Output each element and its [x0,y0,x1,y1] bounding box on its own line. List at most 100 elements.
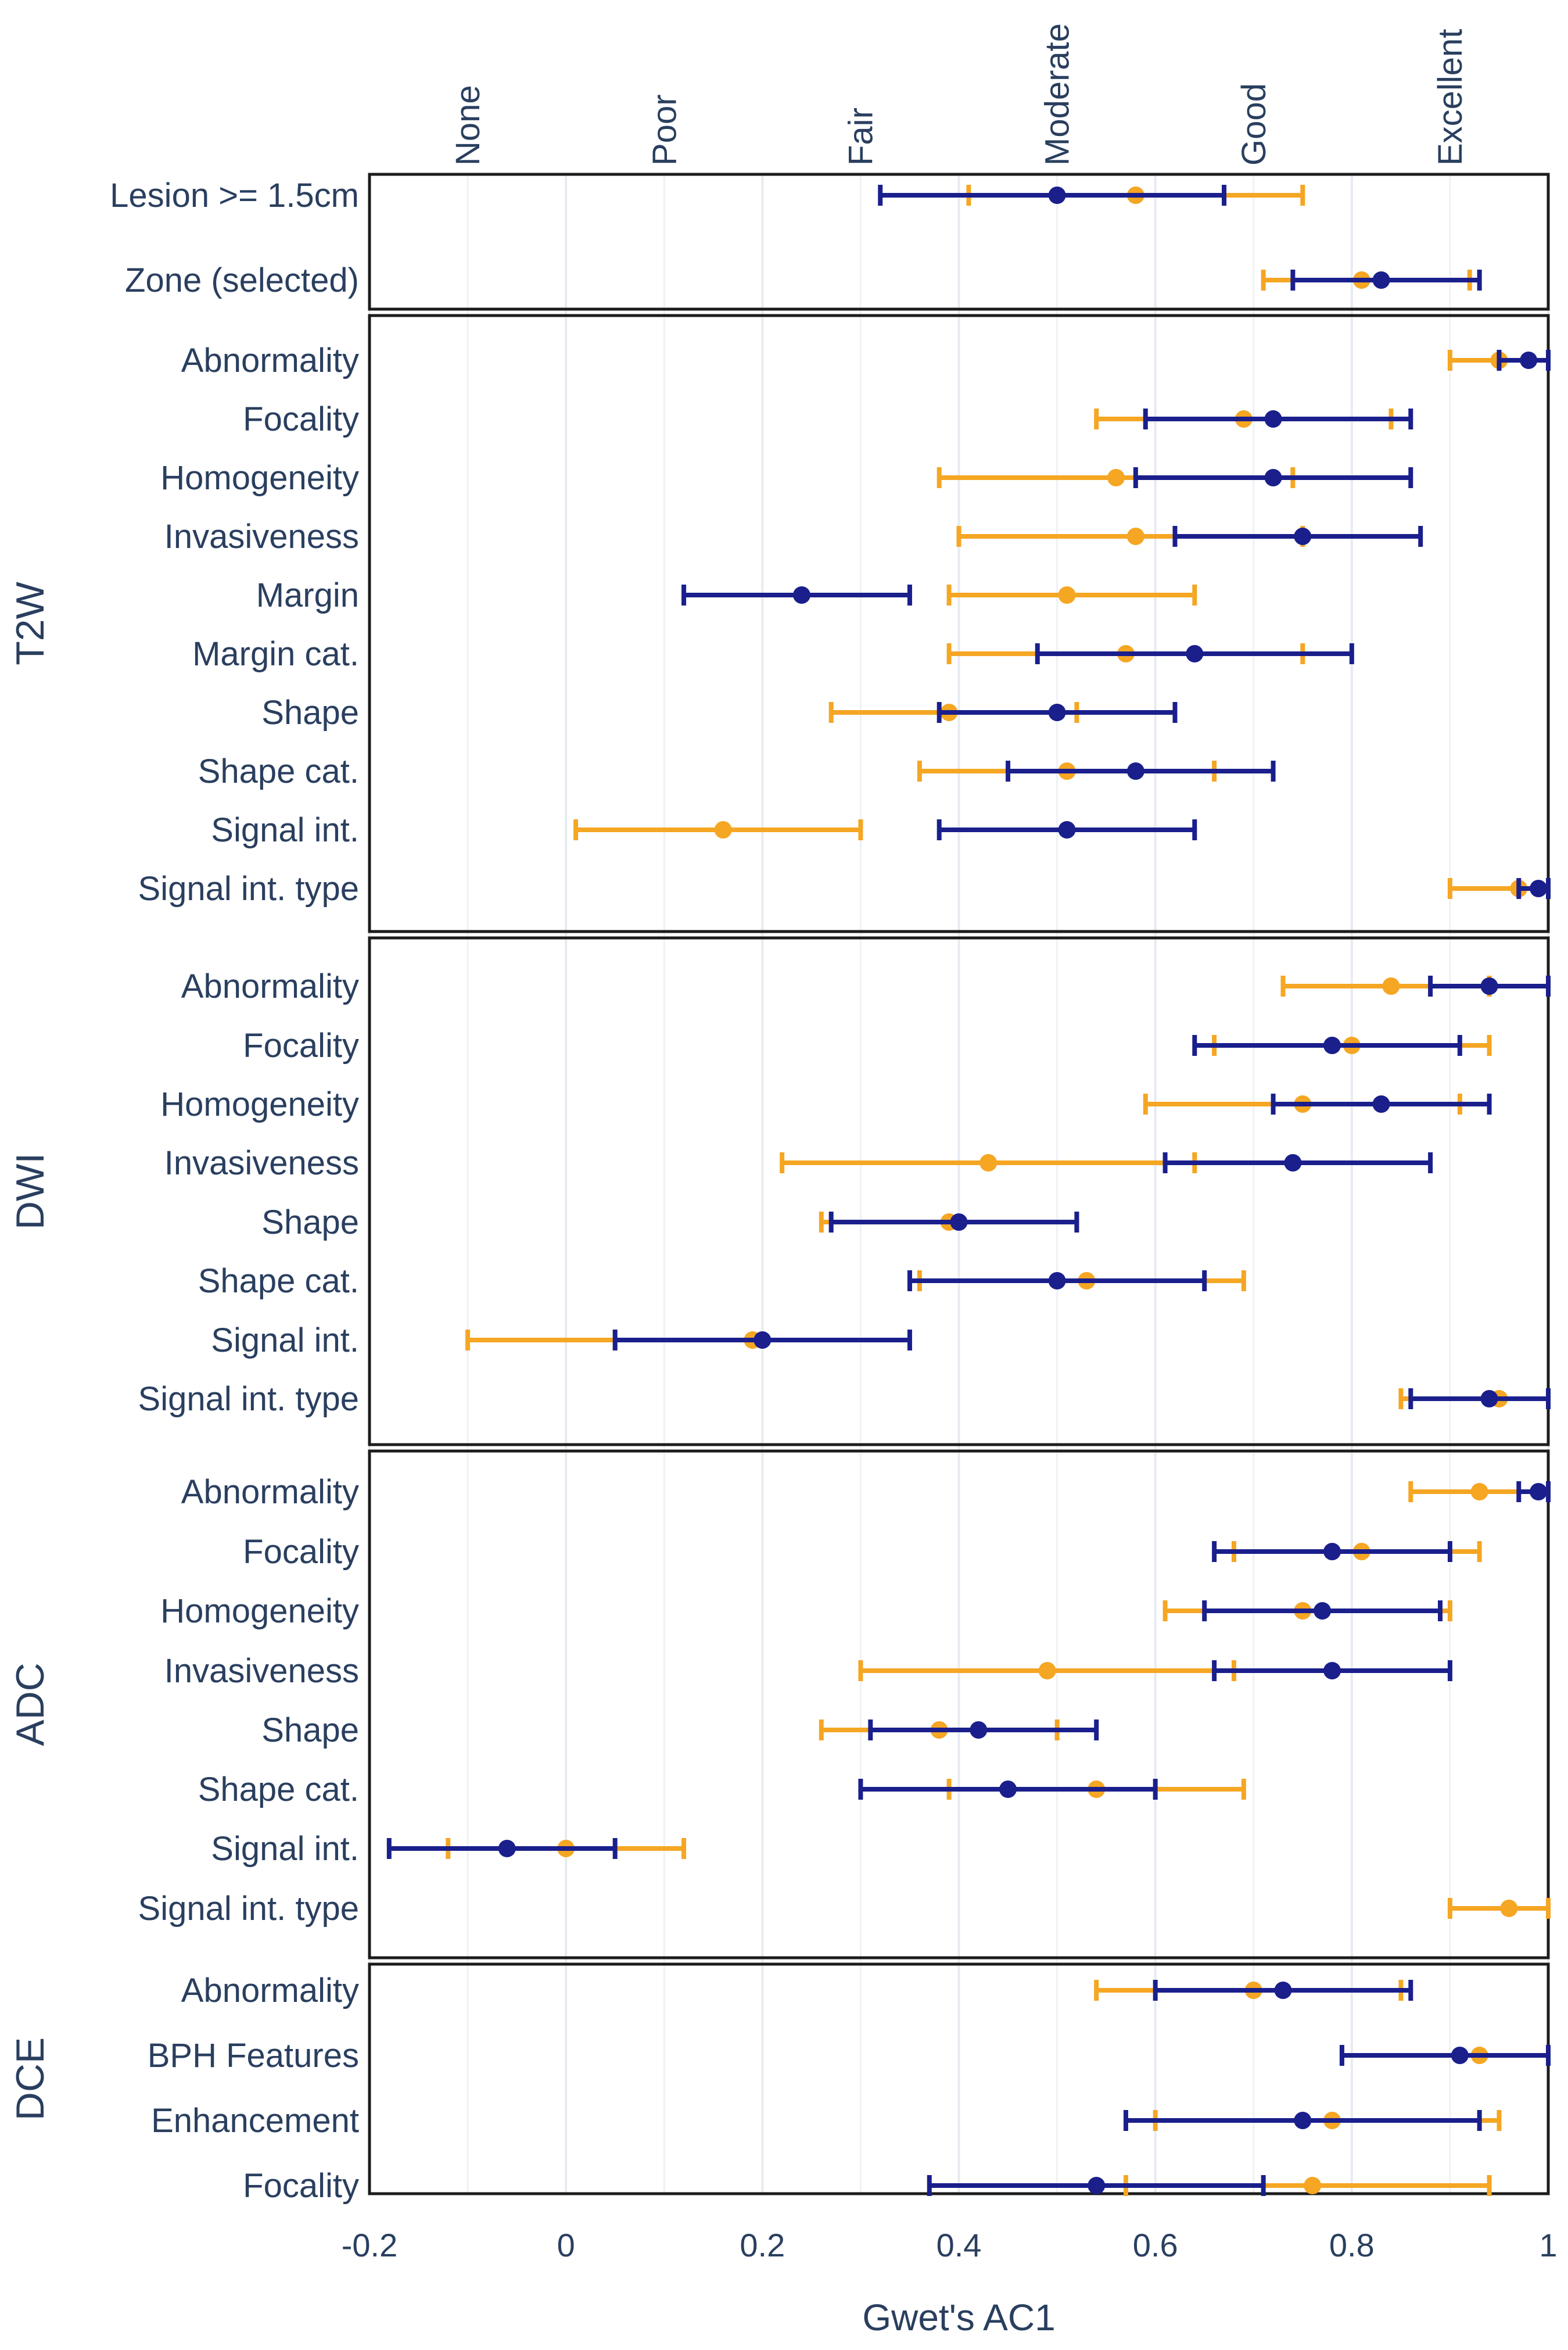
navy-marker [907,1270,1207,1291]
category-label: Shape [261,1711,359,1749]
navy-point [1372,271,1390,289]
category-label: Lesion >= 1.5cm [110,177,359,214]
category-label: Shape [261,694,359,732]
category-label: Signal int. [211,1321,359,1359]
category-labels: Lesion >= 1.5cm Zone (selected) Abnormalit… [110,177,359,2205]
navy-marker [937,702,1178,723]
navy-marker [1516,1481,1551,1502]
category-label: Signal int. [211,811,359,849]
orange-point [1500,1900,1518,1917]
navy-marker [828,1212,1079,1233]
navy-marker [878,185,1227,206]
navy-marker [937,819,1197,840]
navy-point [792,586,810,604]
orange-point [979,1154,998,1172]
navy-point [1048,1272,1066,1289]
navy-point [1323,1662,1341,1679]
category-label: Shape [261,1203,359,1241]
navy-marker [1212,1660,1452,1681]
orange-point [1382,977,1400,995]
navy-marker [1143,409,1413,429]
panel-frame [368,314,1550,933]
navy-marker [1035,643,1354,664]
category-label: BPH Features [148,2037,359,2075]
category-label: Focality [243,1533,359,1571]
panel-frame [368,173,1550,311]
gridlines [368,174,1549,2194]
navy-point [1314,1602,1332,1620]
category-label: Signal int. type [138,1380,359,1418]
category-label: Invasiveness [164,518,359,556]
x-axis-title: Gwet's AC1 [862,2297,1055,2338]
category-label: Homogeneity [160,1592,359,1630]
navy-marker [1172,526,1423,547]
x-tick-label: 0.4 [937,2227,982,2263]
panel-frame [368,1962,1550,2195]
navy-point [1186,645,1204,662]
orange-point [714,821,732,839]
category-label: Abnormality [181,342,359,379]
navy-point [1530,880,1548,897]
orange-marker [780,1152,1197,1173]
category-label: Signal int. [211,1830,359,1868]
category-label: Shape cat. [198,1771,359,1808]
navy-point [1520,352,1538,369]
category-label: Homogeneity [160,1086,359,1123]
panel-frame [368,1449,1550,1959]
agreement-level-labels: None Poor Fair Moderate Good Excellent [449,23,1469,166]
group-label: T2W [8,582,52,665]
navy-point [1048,187,1066,204]
group-labels: T2W DWI ADC DCE [8,582,52,2120]
navy-marker [1290,270,1482,291]
orange-marker [573,819,863,840]
category-label: Focality [243,400,359,438]
navy-point [1323,1037,1341,1054]
navy-marker [681,585,912,606]
orange-marker [1447,1898,1551,1919]
navy-point [1372,1095,1390,1113]
navy-point [1274,1982,1292,1999]
category-label: Signal int. type [138,870,359,908]
navy-point [1048,704,1066,721]
navy-point [1126,762,1144,780]
x-tick-label: 1 [1539,2227,1557,2263]
navy-marker [612,1330,912,1350]
navy-point [1264,410,1282,428]
agreement-level-label: Excellent [1431,29,1469,166]
navy-marker [1133,467,1413,488]
category-label: Signal int. type [138,1890,359,1928]
navy-point [950,1213,968,1231]
navy-marker [927,2175,1266,2196]
agreement-level-label: Poor [645,94,683,166]
group-label: ADC [8,1663,52,1746]
navy-marker [1153,1980,1413,2001]
navy-marker [1006,761,1276,782]
category-label: Abnormality [181,1972,359,2009]
navy-point [1451,2047,1469,2064]
navy-marker [1271,1094,1492,1115]
orange-marker [858,1660,1236,1681]
navy-marker [1339,2045,1551,2066]
navy-marker [386,1838,618,1859]
category-label: Homogeneity [160,459,359,497]
navy-marker [858,1779,1158,1800]
navy-point [753,1331,772,1349]
navy-point [1323,1543,1341,1560]
navy-point [999,1781,1017,1798]
agreement-level-label: Good [1235,83,1273,166]
navy-marker [1428,976,1551,997]
navy-point [970,1721,988,1739]
navy-marker [1497,350,1551,371]
category-label: Margin cat. [192,635,359,673]
category-label: Focality [243,1027,359,1065]
category-label: Abnormality [181,968,359,1005]
group-label: DWI [8,1153,52,1230]
navy-marker [868,1719,1099,1740]
category-label: Margin [256,576,359,614]
navy-marker [1162,1152,1433,1173]
category-label: Shape cat. [198,753,359,790]
orange-marker [946,585,1197,606]
orange-point [1038,1662,1056,1679]
category-label: Zone (selected) [125,261,359,299]
category-label: Invasiveness [164,1652,359,1690]
